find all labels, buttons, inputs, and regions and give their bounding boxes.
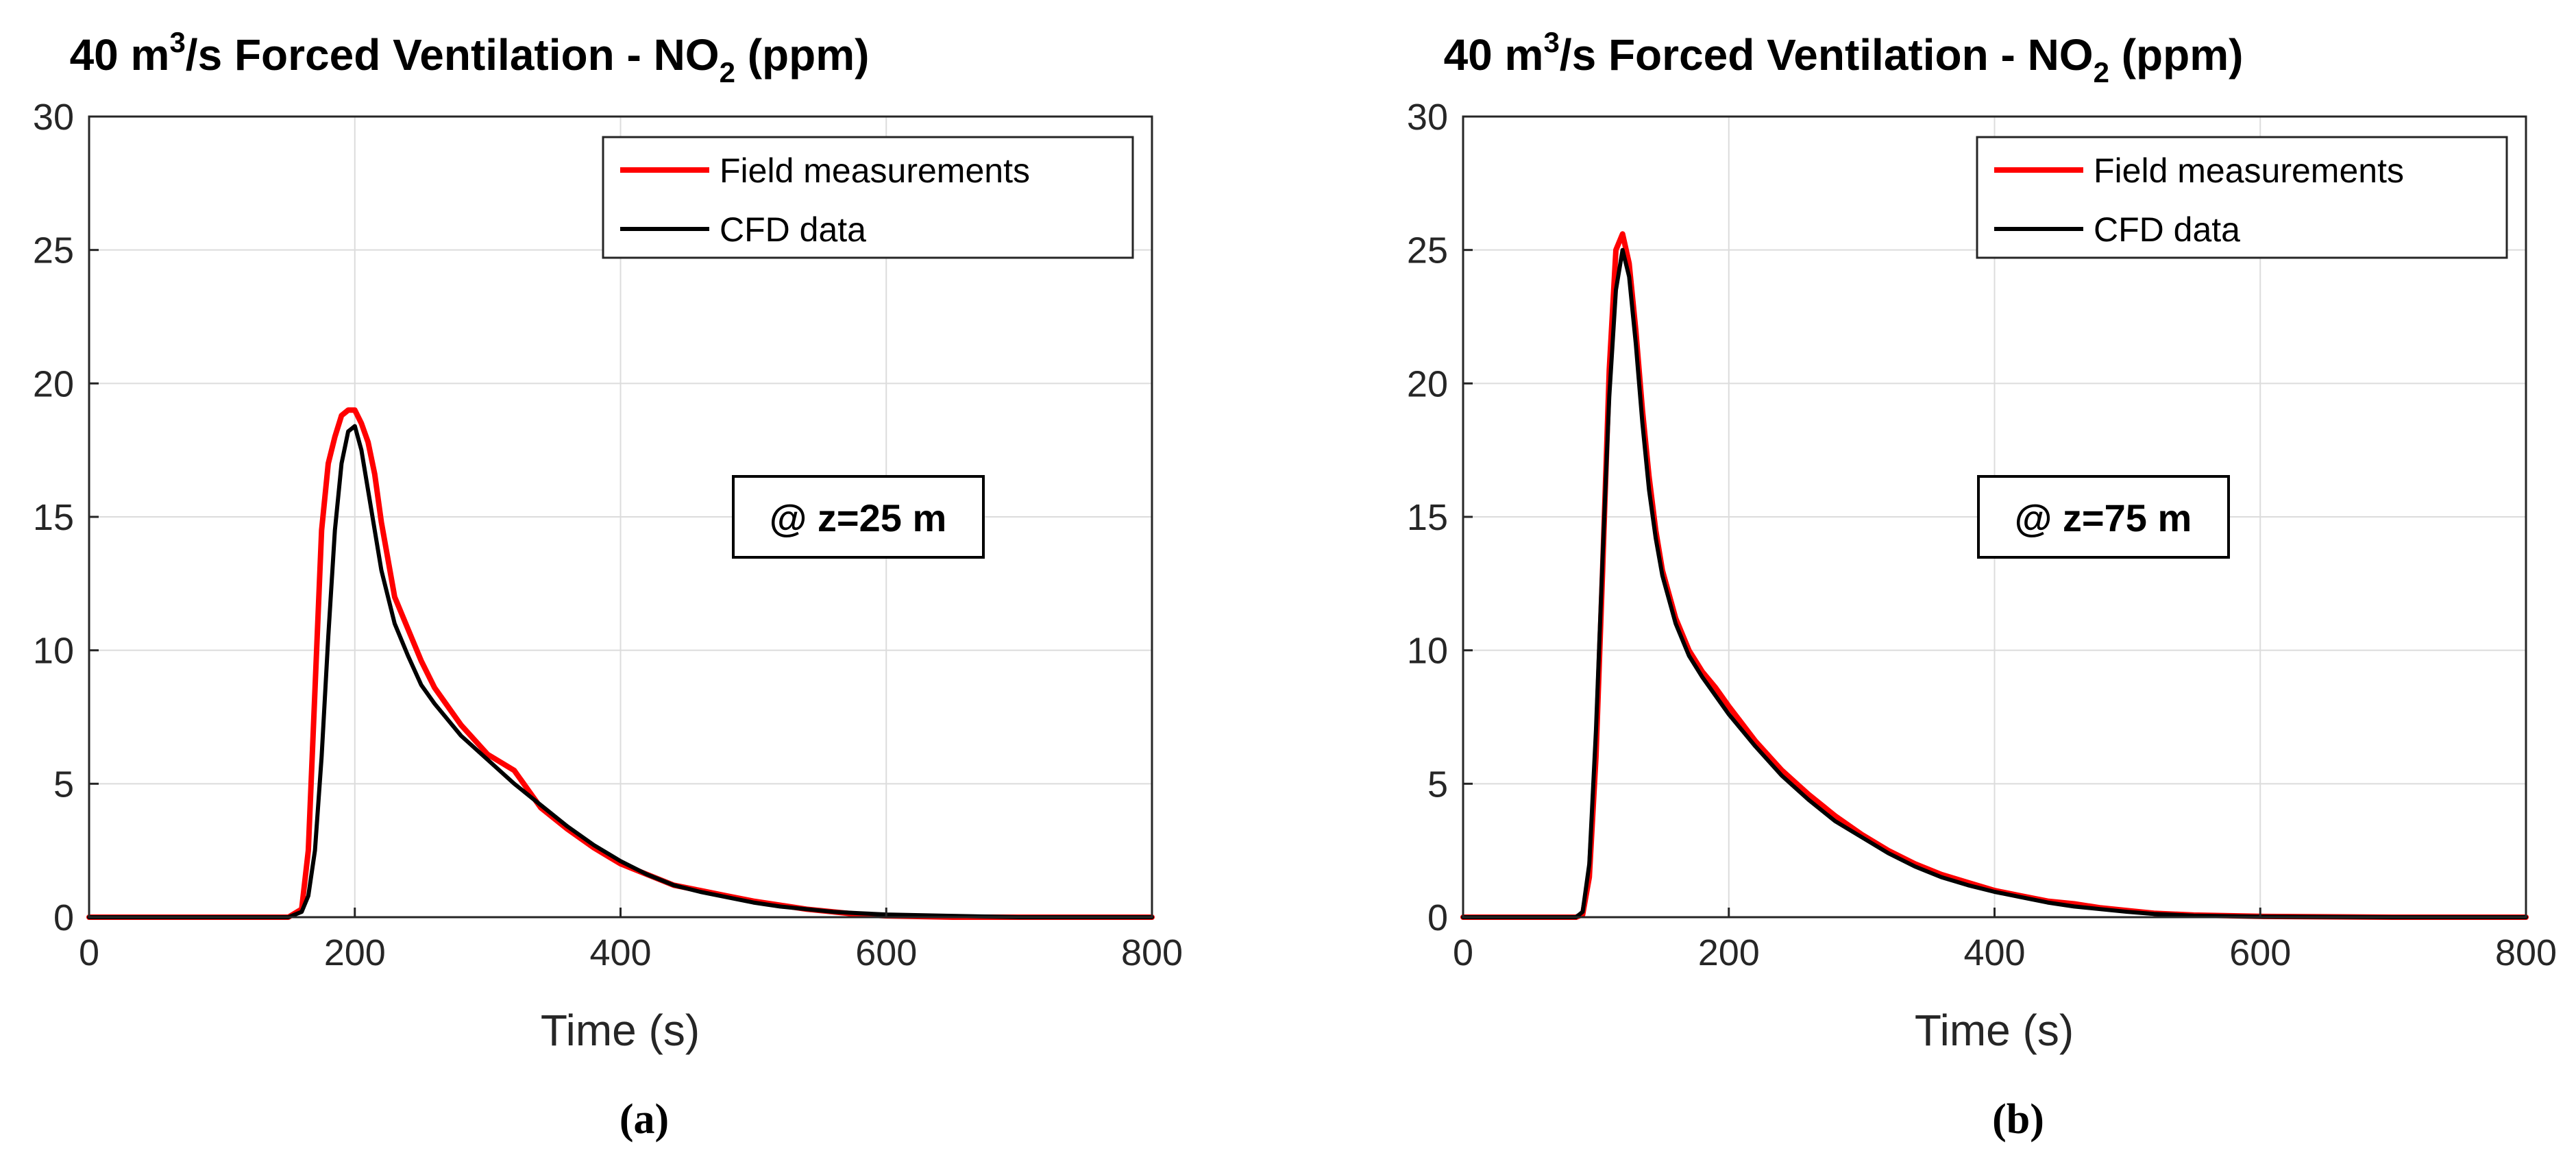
y-tick-label: 5: [53, 764, 74, 805]
panel-caption-a: (a): [620, 1096, 669, 1143]
x-tick-label: 800: [1121, 932, 1183, 973]
y-tick-label: 0: [1427, 897, 1448, 938]
y-tick-label: 20: [33, 363, 74, 404]
legend-box: [1976, 136, 2508, 259]
x-tick-label: 800: [2495, 932, 2557, 973]
y-tick-label: 15: [33, 497, 74, 538]
y-tick-label: 30: [33, 97, 74, 138]
x-tick-label: 400: [589, 932, 651, 973]
chart-title: 40 m3/s Forced Ventilation - NO2 (ppm): [1444, 26, 2244, 88]
tick-labels: 0 200 400 600 800 0 5 10 15 20 25 30: [1407, 97, 2557, 973]
x-tick-label: 600: [2229, 932, 2291, 973]
tick-labels: 0 200 400 600 800 0 5 10 15 20 25 30: [33, 97, 1183, 973]
legend-box: [602, 136, 1134, 259]
y-tick-label: 25: [1407, 230, 1448, 271]
annotation-text: @ z=25 m: [770, 496, 947, 539]
legend: Field measurements CFD data: [602, 136, 1134, 259]
chart-panel-a: 40 m3/s Forced Ventilation - NO2 (ppm) 0…: [33, 26, 1183, 1143]
x-tick-label: 0: [79, 932, 99, 973]
x-tick-label: 200: [324, 932, 386, 973]
annotation-box: [1977, 475, 2230, 559]
legend: Field measurements CFD data: [1976, 136, 2508, 259]
panel-caption-b: (b): [1992, 1096, 2044, 1143]
legend-label-cfd: CFD data: [2094, 210, 2240, 249]
x-tick-label: 400: [1963, 932, 2025, 973]
series-line-cfd-data: [1461, 247, 2528, 919]
y-tick-label: 10: [1407, 631, 1448, 672]
legend-label-field: Field measurements: [720, 151, 1030, 190]
series-layer: [86, 407, 1155, 920]
series-layer: [1460, 231, 2529, 920]
y-tick-label: 0: [53, 897, 74, 938]
annotation-box: [732, 475, 985, 559]
location-annotation: @ z=75 m: [1977, 475, 2230, 559]
location-annotation: @ z=25 m: [732, 475, 985, 559]
y-tick-label: 5: [1427, 764, 1448, 805]
y-tick-label: 15: [1407, 497, 1448, 538]
y-tick-label: 10: [33, 631, 74, 672]
chart-panel-b: 40 m3/s Forced Ventilation - NO2 (ppm) 0…: [1407, 26, 2557, 1143]
x-tick-label: 0: [1453, 932, 1473, 973]
annotation-text: @ z=75 m: [2015, 496, 2192, 539]
x-tick-label: 200: [1698, 932, 1760, 973]
chart-title: 40 m3/s Forced Ventilation - NO2 (ppm): [70, 26, 870, 88]
x-axis-label: Time (s): [1915, 1006, 2074, 1055]
x-tick-label: 600: [855, 932, 917, 973]
y-tick-label: 25: [33, 230, 74, 271]
legend-label-cfd: CFD data: [720, 210, 866, 249]
series-line-cfd-data: [87, 424, 1154, 919]
x-axis-label: Time (s): [541, 1006, 700, 1055]
legend-label-field: Field measurements: [2094, 151, 2404, 190]
y-tick-label: 30: [1407, 97, 1448, 138]
y-tick-label: 20: [1407, 363, 1448, 404]
